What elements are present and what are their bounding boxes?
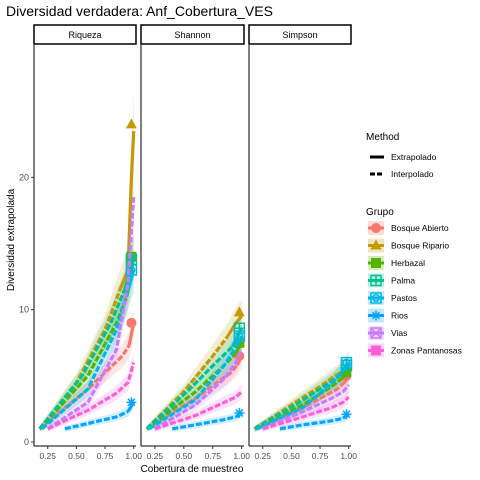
marker-square (371, 346, 381, 356)
x-tick-label: 0.75 (204, 451, 221, 461)
legend-group-label: Zonas Pantanosas (391, 346, 462, 356)
x-tick-label: 0.50 (283, 451, 300, 461)
y-axis-title: Diversidad extrapolada (6, 188, 17, 291)
facet-label: Shannon (174, 30, 210, 40)
legend: Method Extrapolado Interpolado Grupo Bosque … (366, 132, 462, 358)
x-tick-label: 0.50 (176, 451, 193, 461)
legend-key-bosque-ripario (368, 239, 384, 253)
legend-key-vias (368, 326, 384, 340)
legend-group-title: Grupo (366, 207, 394, 218)
x-tick-label: 1.00 (340, 451, 357, 461)
x-tick-label: 1.00 (233, 451, 250, 461)
marker-circle (126, 318, 136, 328)
y-tick-label: 0 (24, 437, 29, 447)
legend-key-zonas-pantanosas (368, 344, 384, 358)
x-tick-label: 0.50 (68, 451, 85, 461)
legend-group-label: Vias (391, 328, 407, 338)
x-tick-label: 0.75 (97, 451, 114, 461)
x-tick-label: 0.25 (254, 451, 271, 461)
facet-label: Simpson (282, 30, 317, 40)
x-tick-label: 1.00 (125, 451, 142, 461)
legend-group-label: Pastos (391, 293, 417, 303)
legend-method-title: Method (366, 132, 399, 143)
marker-triangle (126, 118, 137, 128)
x-tick-label: 0.25 (147, 451, 164, 461)
legend-group-label: Rios (391, 311, 408, 321)
legend-key-pastos (368, 291, 384, 305)
legend-method-label: Extrapolado (391, 152, 437, 162)
x-tick-label: 0.75 (312, 451, 329, 461)
legend-key-rios (368, 309, 384, 323)
marker-square (371, 258, 381, 268)
y-tick-label: 20 (19, 172, 29, 182)
y-tick-label: 10 (19, 305, 29, 315)
marker-circle (371, 223, 381, 233)
x-axis-title: Cobertura de muestreo (141, 464, 244, 475)
legend-key-palma (368, 274, 384, 288)
legend-group-label: Herbazal (391, 258, 425, 268)
legend-key-bosque-abierto (368, 221, 384, 235)
x-tick-label: 0.25 (39, 451, 56, 461)
legend-key-herbazal (368, 256, 384, 270)
legend-group-label: Palma (391, 276, 415, 286)
legend-group-label: Bosque Ripario (391, 241, 449, 251)
legend-group-label: Bosque Abierto (391, 223, 449, 233)
facet-label: Riqueza (68, 30, 101, 40)
legend-method-label: Interpolado (391, 169, 434, 179)
